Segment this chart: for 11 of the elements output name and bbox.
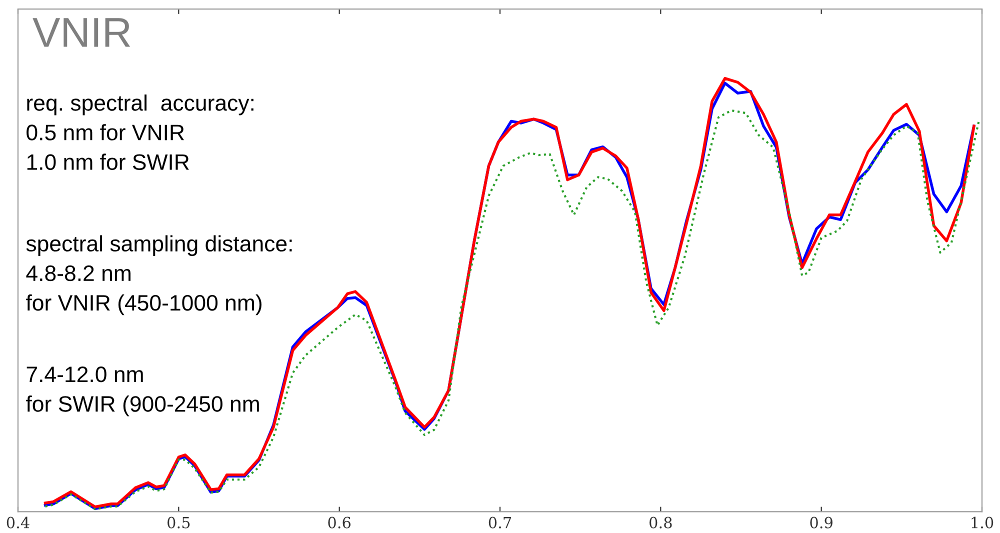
x-tick-label: 0.8 [650,516,672,528]
x-tick-label: 1.0 [972,516,994,528]
x-tick-label: 0.5 [168,516,190,528]
x-tick-label: 0.7 [488,516,512,528]
chart-title: VNIR [32,18,130,47]
x-tick-label: 0.9 [810,516,832,528]
annotation: spectral sampling distance: 4.8-8.2 nm for VNIR (450-1000 nm) [26,235,292,316]
annotation: 7.4-12.0 nm for SWIR (900-2450 nm [26,366,259,416]
x-tick-label: 0.4 [6,516,30,528]
x-tick-label: 0.6 [328,516,351,528]
annotation: req. spectral accuracy: 0.5 nm for VNIR 1.0 nm for SWIR [26,94,254,170]
